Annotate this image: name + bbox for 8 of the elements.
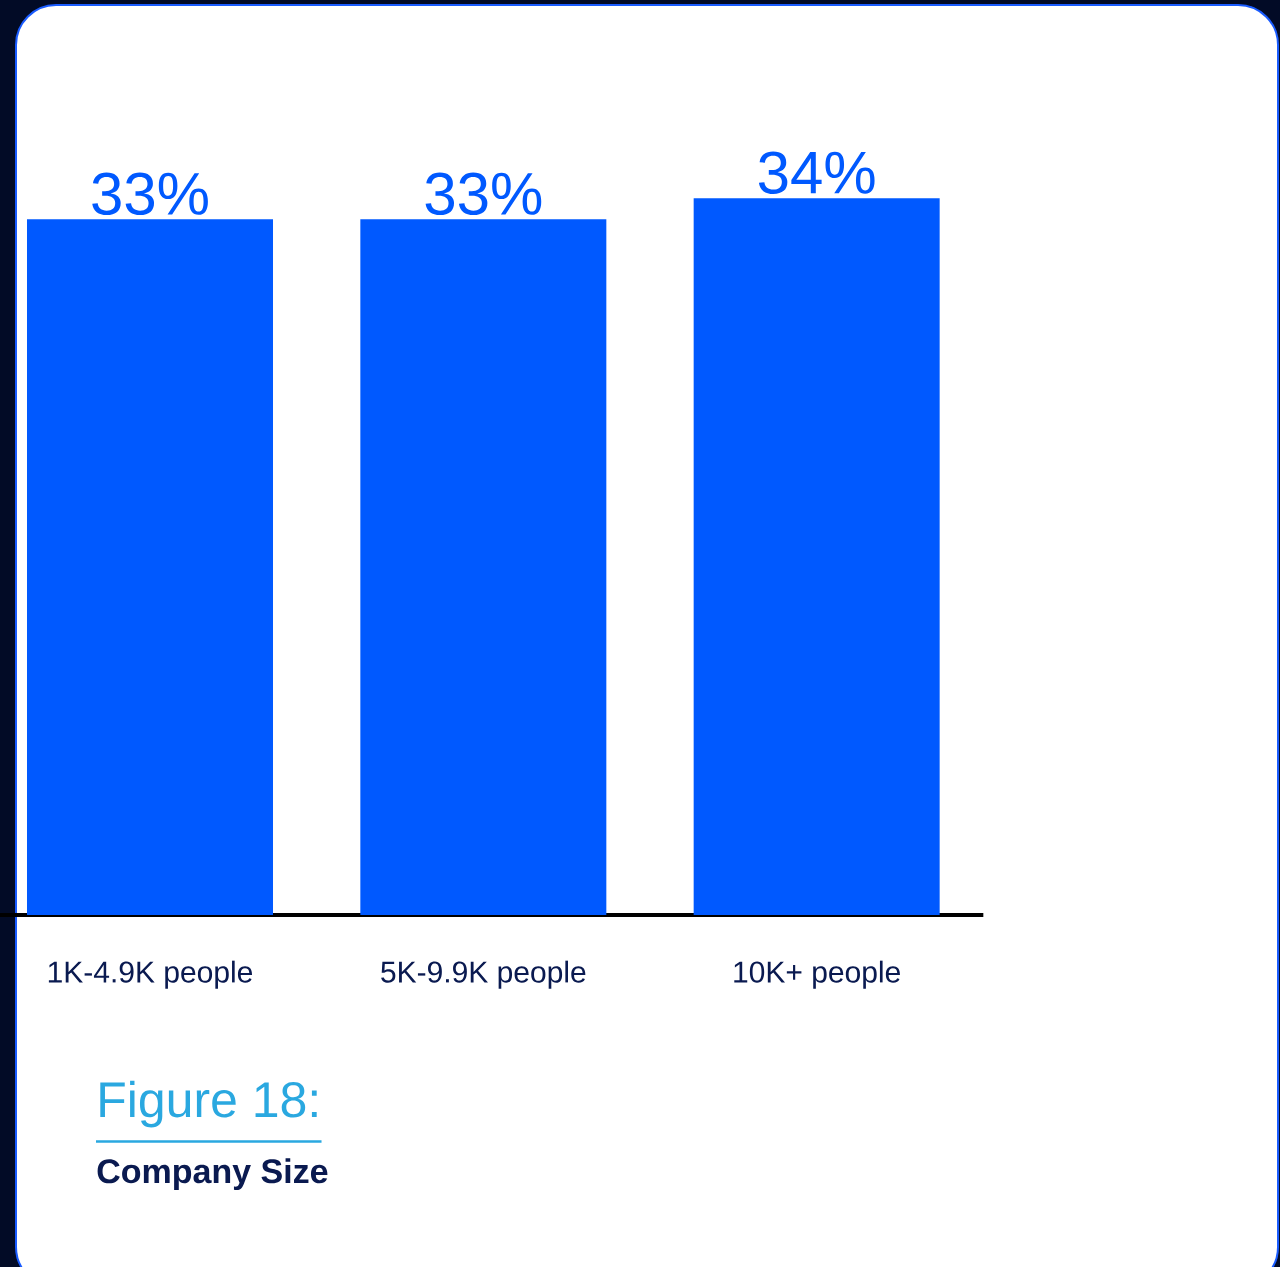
x-tick-label: 1K-4.9K people <box>48 960 253 989</box>
text: Figure 18: <box>100 1080 317 1128</box>
data-label: 33% <box>425 172 542 216</box>
x-tick-label: 5K-9.9K people <box>381 960 586 989</box>
data-label: 33% <box>92 172 208 216</box>
text: Company Size <box>97 1158 328 1191</box>
data-label: 34% <box>758 151 875 194</box>
x-tick-label: 10K+ people <box>734 960 900 989</box>
